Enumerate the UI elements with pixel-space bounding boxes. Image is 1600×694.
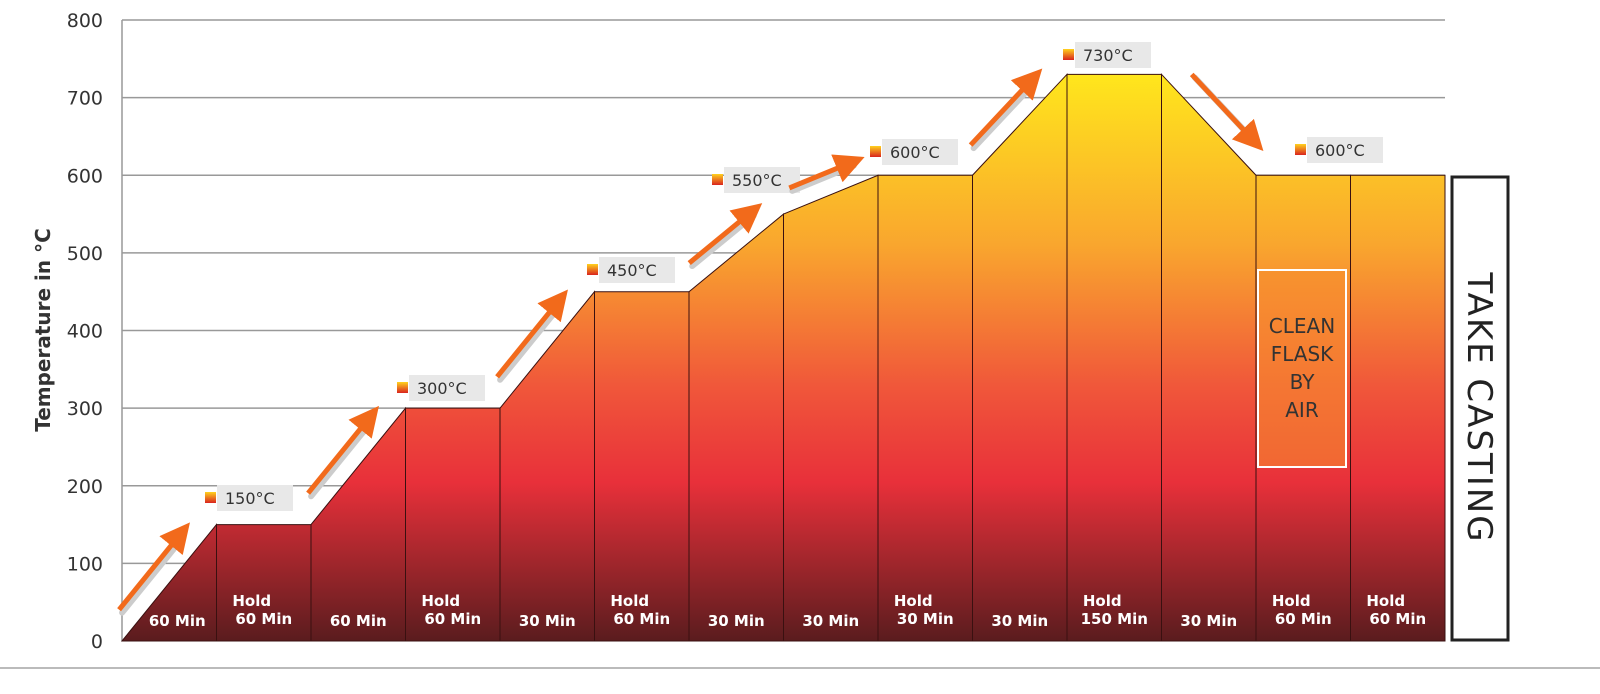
callout-background <box>217 485 293 511</box>
ramp-arrow <box>495 289 568 379</box>
clean-flask-line: AIR <box>1285 398 1319 422</box>
segment-label-hold: Hold <box>1366 592 1405 610</box>
segment-label-duration: 30 Min <box>802 612 859 630</box>
clean-flask-line: FLASK <box>1271 342 1334 366</box>
y-tick-label: 800 <box>67 10 103 32</box>
callout-text: 300°C <box>417 379 467 398</box>
segment-label-duration: 30 Min <box>1180 612 1237 630</box>
marker-square-icon <box>587 264 598 275</box>
temperature-callout: 150°C <box>205 485 293 511</box>
temperature-callout: 550°C <box>712 167 800 193</box>
segment-label-hold: Hold <box>421 592 460 610</box>
segment <box>499 290 595 642</box>
segment <box>688 213 784 642</box>
segment-label-duration: 60 Min <box>613 610 670 628</box>
segment-label-hold: Hold <box>610 592 649 610</box>
segment <box>783 174 879 642</box>
callout-text: 150°C <box>225 489 275 508</box>
marker-square-icon <box>1063 49 1074 60</box>
callout-text: 550°C <box>732 171 782 190</box>
callout-background <box>1307 137 1383 163</box>
callout-background <box>599 257 675 283</box>
segment <box>1161 73 1257 642</box>
segment <box>877 174 973 642</box>
segment-label-duration: 30 Min <box>708 612 765 630</box>
callout-text: 450°C <box>607 261 657 280</box>
callout-background <box>724 167 800 193</box>
ramp-arrow <box>117 522 190 612</box>
temperature-callout: 300°C <box>397 375 485 401</box>
clean-flask-line: BY <box>1290 370 1316 394</box>
callout-background <box>882 139 958 165</box>
segment-label-hold: Hold <box>232 592 271 610</box>
segment <box>594 291 690 642</box>
segment <box>310 406 406 642</box>
segment-label-duration: 60 Min <box>149 612 206 630</box>
ramp-arrow <box>687 203 763 265</box>
marker-square-icon <box>397 382 408 393</box>
y-tick-label: 400 <box>67 321 103 343</box>
segment <box>972 73 1068 642</box>
segment-label-duration: 60 Min <box>1369 610 1426 628</box>
marker-square-icon <box>712 174 723 185</box>
marker-square-icon <box>1295 144 1306 155</box>
temperature-callout: 730°C <box>1063 42 1151 68</box>
marker-square-icon <box>205 492 216 503</box>
callout-background <box>409 375 485 401</box>
ramp-arrow <box>306 405 379 495</box>
segment-label-hold: Hold <box>1083 592 1122 610</box>
segment-label-duration: 60 Min <box>1275 610 1332 628</box>
segment-label-duration: 30 Min <box>991 612 1048 630</box>
take-casting-label: TAKE CASTING <box>1459 271 1499 543</box>
temperature-callout: 600°C <box>870 139 958 165</box>
segment-label-duration: 30 Min <box>897 610 954 628</box>
y-tick-label: 500 <box>67 243 103 265</box>
segment-label-hold: Hold <box>894 592 933 610</box>
y-tick-label: 700 <box>67 88 103 110</box>
callout-text: 600°C <box>1315 141 1365 160</box>
arrow-shadow <box>789 162 857 194</box>
y-tick-label: 100 <box>67 553 103 575</box>
y-axis-label: Temperature in °C <box>31 228 55 432</box>
segment <box>1066 73 1162 642</box>
segment-label-duration: 150 Min <box>1081 610 1148 628</box>
clean-flask-line: CLEAN <box>1269 314 1335 338</box>
ramp-arrow <box>788 154 865 191</box>
callout-text: 730°C <box>1083 46 1133 65</box>
y-tick-label: 0 <box>91 631 103 653</box>
take-casting-box: TAKE CASTING <box>1450 175 1510 642</box>
segment-label-duration: 60 Min <box>330 612 387 630</box>
segment <box>1350 174 1446 642</box>
y-tick-label: 300 <box>67 398 103 420</box>
temperature-callout: 450°C <box>587 257 675 283</box>
segment-label-hold: Hold <box>1272 592 1311 610</box>
clean-flask-box: CLEAN FLASK BY AIR <box>1257 269 1347 468</box>
callout-text: 600°C <box>890 143 940 162</box>
segment-label-duration: 30 Min <box>519 612 576 630</box>
y-tick-label: 200 <box>67 476 103 498</box>
marker-square-icon <box>870 146 881 157</box>
ramp-arrow <box>968 68 1043 147</box>
callout-background <box>1075 42 1151 68</box>
segment-label-duration: 60 Min <box>424 610 481 628</box>
y-tick-label: 600 <box>67 165 103 187</box>
segment-label-duration: 60 Min <box>235 610 292 628</box>
ramp-arrow <box>1189 72 1264 151</box>
temperature-callout: 600°C <box>1295 137 1383 163</box>
